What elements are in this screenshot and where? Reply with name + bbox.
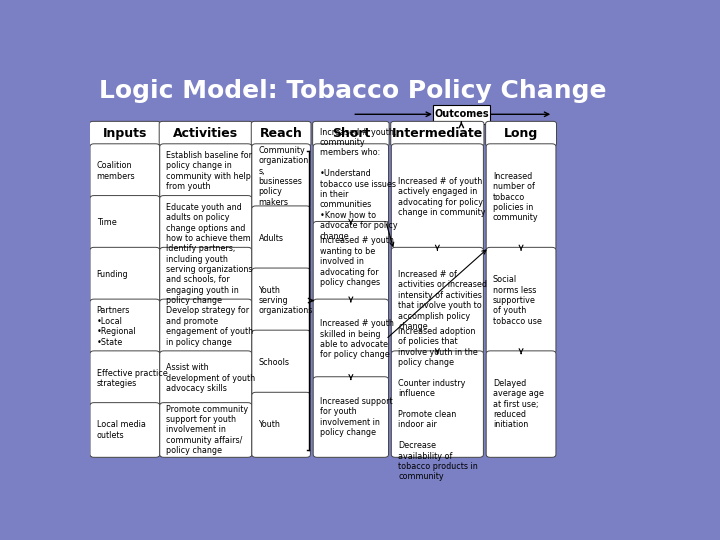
Text: Outcomes: Outcomes xyxy=(434,109,489,119)
FancyBboxPatch shape xyxy=(160,299,252,354)
FancyBboxPatch shape xyxy=(160,195,252,250)
FancyBboxPatch shape xyxy=(252,206,310,271)
FancyBboxPatch shape xyxy=(252,268,310,333)
FancyBboxPatch shape xyxy=(90,195,160,250)
FancyBboxPatch shape xyxy=(90,299,160,354)
Text: Logic Model: Tobacco Policy Change: Logic Model: Tobacco Policy Change xyxy=(99,79,606,103)
FancyBboxPatch shape xyxy=(90,65,648,117)
Text: Short: Short xyxy=(332,127,370,140)
Text: Local media
outlets: Local media outlets xyxy=(96,420,145,440)
Text: Increased # youth
wanting to be
involved in
advocating for
policy changes: Increased # youth wanting to be involved… xyxy=(320,237,394,287)
FancyBboxPatch shape xyxy=(313,299,389,380)
FancyBboxPatch shape xyxy=(313,144,389,224)
FancyBboxPatch shape xyxy=(159,122,253,146)
FancyBboxPatch shape xyxy=(392,351,483,457)
Text: Activities: Activities xyxy=(174,127,238,140)
FancyBboxPatch shape xyxy=(89,122,161,146)
FancyBboxPatch shape xyxy=(252,330,310,395)
Text: Coalition
members: Coalition members xyxy=(96,161,135,181)
Text: Increased # of
activities or increased
intensity of activities
that involve yout: Increased # of activities or increased i… xyxy=(398,270,487,331)
Text: Assist with
development of youth
advocacy skills: Assist with development of youth advocac… xyxy=(166,363,256,393)
Text: Increased # youth
skilled in being
able to advocate
for policy change: Increased # youth skilled in being able … xyxy=(320,319,394,360)
FancyBboxPatch shape xyxy=(391,122,484,146)
Text: Inputs: Inputs xyxy=(103,127,147,140)
Text: Long: Long xyxy=(504,127,538,140)
FancyBboxPatch shape xyxy=(392,247,483,354)
Text: Funding: Funding xyxy=(96,270,128,279)
Text: Increased
number of
tobacco
policies in
community: Increased number of tobacco policies in … xyxy=(493,172,539,222)
Text: Increased # youth,
community
members who:

•Understand
tobacco use issues
in the: Increased # youth, community members who… xyxy=(320,127,397,241)
FancyBboxPatch shape xyxy=(160,351,252,406)
FancyBboxPatch shape xyxy=(313,221,389,302)
FancyBboxPatch shape xyxy=(486,351,556,457)
FancyBboxPatch shape xyxy=(160,144,252,199)
Text: Youth: Youth xyxy=(258,420,280,429)
FancyBboxPatch shape xyxy=(251,122,311,146)
Text: Youth
serving
organizations: Youth serving organizations xyxy=(258,286,313,315)
FancyBboxPatch shape xyxy=(252,392,310,457)
Text: Develop strategy for
and promote
engagement of youth
in policy change: Develop strategy for and promote engagem… xyxy=(166,306,253,347)
Text: Increased adoption
of policies that
involve youth in the
policy change

Counter : Increased adoption of policies that invo… xyxy=(398,327,478,481)
Text: Increased # of youth
actively engaged in
advocating for policy
change in communi: Increased # of youth actively engaged in… xyxy=(398,177,485,217)
FancyBboxPatch shape xyxy=(252,144,310,209)
FancyBboxPatch shape xyxy=(90,351,160,406)
FancyBboxPatch shape xyxy=(313,377,389,457)
Text: Reach: Reach xyxy=(260,127,302,140)
FancyBboxPatch shape xyxy=(433,105,490,124)
Text: Time: Time xyxy=(96,218,117,227)
Text: Increased support
for youth
involvement in
policy change: Increased support for youth involvement … xyxy=(320,397,392,437)
Text: Schools: Schools xyxy=(258,358,289,367)
Text: Promote community
support for youth
involvement in
community affairs/
policy cha: Promote community support for youth invo… xyxy=(166,404,248,455)
Text: Social
norms less
supportive
of youth
tobacco use: Social norms less supportive of youth to… xyxy=(493,275,541,326)
Text: Identify partners,
including youth
serving organizations
and schools, for
engagi: Identify partners, including youth servi… xyxy=(166,244,253,305)
FancyBboxPatch shape xyxy=(160,247,252,302)
Text: Effective practice
strategies: Effective practice strategies xyxy=(96,368,168,388)
FancyBboxPatch shape xyxy=(160,403,252,457)
Text: Establish baseline for
policy change in
community with help
from youth: Establish baseline for policy change in … xyxy=(166,151,253,191)
FancyBboxPatch shape xyxy=(90,247,160,302)
Text: Educate youth and
adults on policy
change options and
how to achieve them: Educate youth and adults on policy chang… xyxy=(166,203,251,243)
FancyBboxPatch shape xyxy=(90,403,160,457)
Text: Community
organization
s,
businesses
policy
makers: Community organization s, businesses pol… xyxy=(258,146,309,207)
FancyBboxPatch shape xyxy=(312,122,389,146)
Text: Partners
•Local
•Regional
•State: Partners •Local •Regional •State xyxy=(96,306,136,347)
FancyBboxPatch shape xyxy=(90,144,160,199)
FancyBboxPatch shape xyxy=(392,144,483,250)
Text: Delayed
average age
at first use;
reduced
initiation: Delayed average age at first use; reduce… xyxy=(493,379,544,429)
FancyBboxPatch shape xyxy=(486,247,556,354)
FancyBboxPatch shape xyxy=(485,122,557,146)
FancyBboxPatch shape xyxy=(486,144,556,250)
Text: Intermediate: Intermediate xyxy=(392,127,483,140)
Text: Adults: Adults xyxy=(258,234,284,243)
